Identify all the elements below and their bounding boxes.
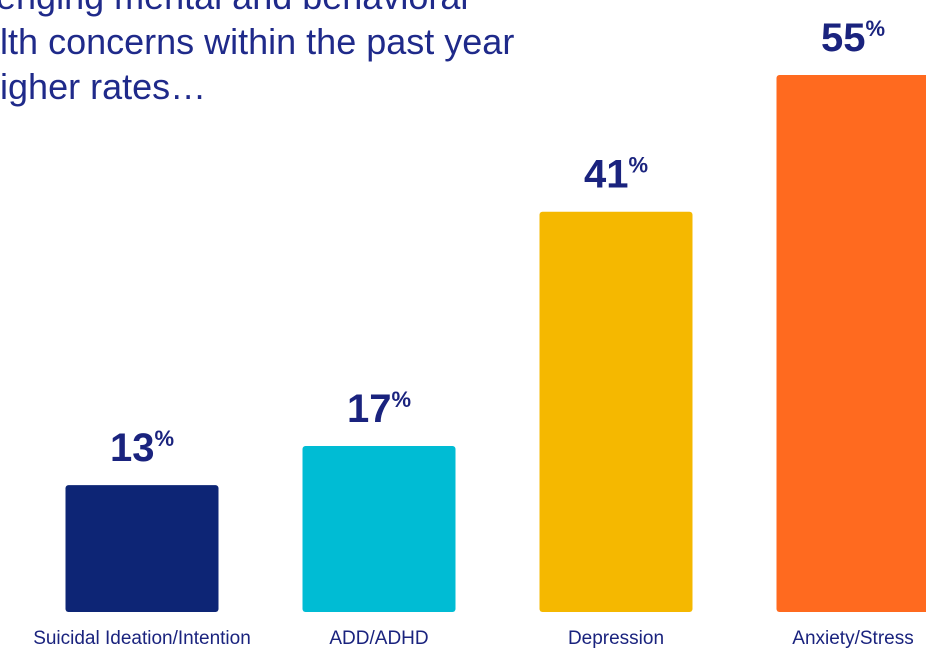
headline-line-3: t higher rates… [0, 66, 207, 107]
slide-headline: allenging mental and behavioral ealth co… [0, 0, 680, 109]
headline-line-1: allenging mental and behavioral [0, 0, 680, 19]
value-label-3: 41% [584, 153, 648, 197]
headline-line-2: ealth concerns within the past year [0, 21, 515, 62]
category-label-2: ADD/ADHD [329, 628, 428, 649]
bar-3 [539, 211, 693, 612]
category-label-4: Anxiety/Stress [792, 628, 913, 649]
category-label-1: Suicidal Ideation/Intention [33, 628, 251, 649]
category-label-3: Depression [568, 628, 664, 649]
bar-1 [65, 485, 219, 612]
bar-4 [776, 75, 926, 612]
value-label-1: 13% [110, 426, 174, 470]
bar-2 [302, 446, 456, 612]
value-label-2: 17% [347, 387, 411, 431]
value-label-4: 55% [821, 16, 885, 60]
